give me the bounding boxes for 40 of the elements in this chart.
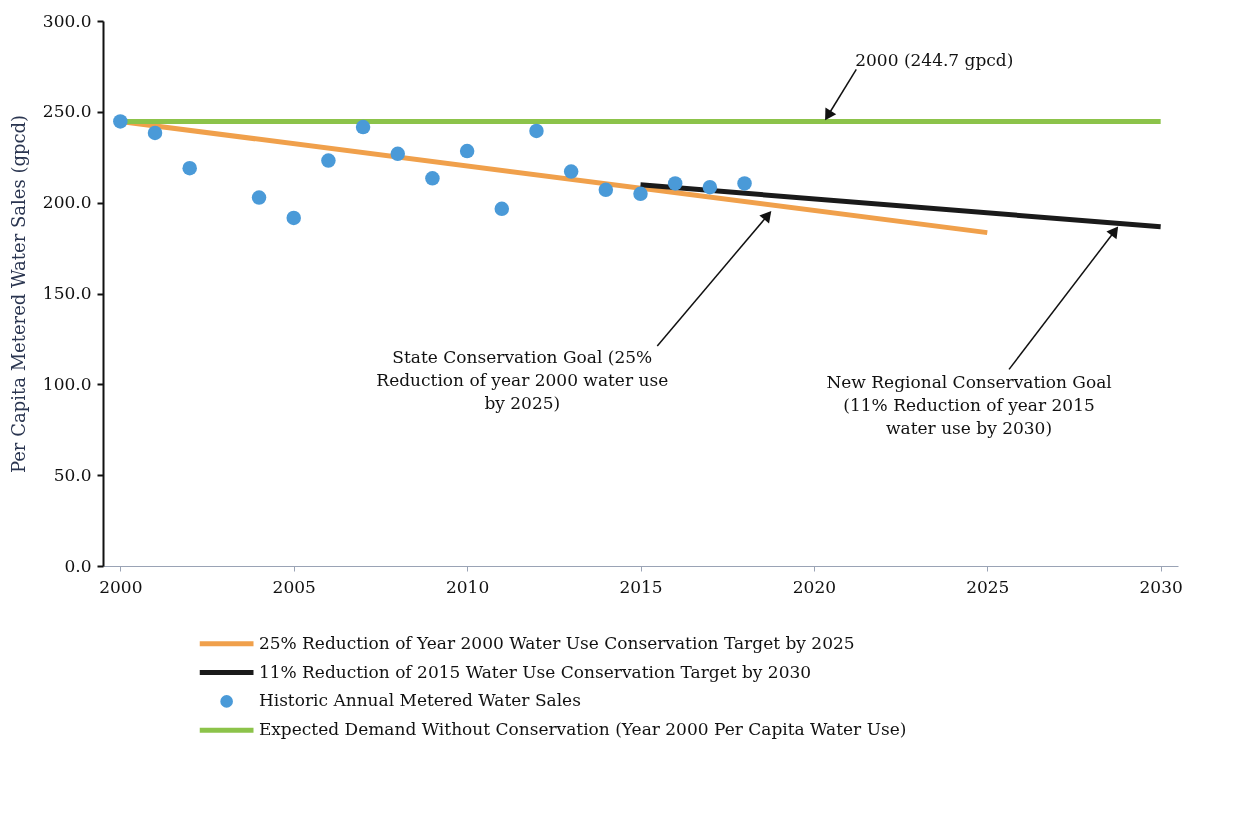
x-tick-label: 2015	[619, 576, 663, 597]
point	[702, 179, 718, 195]
legend-label: 25% Reduction of Year 2000 Water Use Conservation Target by 2025	[258, 632, 855, 653]
x-tick-label: 2010	[445, 576, 490, 597]
point	[355, 119, 371, 135]
x-tick-label: 2020	[792, 576, 837, 597]
point	[563, 164, 579, 179]
point	[251, 190, 267, 205]
point	[390, 146, 405, 162]
point	[321, 153, 336, 168]
y-tick-label: 0.0	[64, 555, 92, 576]
legend-label: 11% Reduction of 2015 Water Use Conservation Target by 2030	[258, 661, 812, 682]
y-tick-label: 100.0	[42, 373, 92, 394]
point	[633, 186, 648, 201]
point	[459, 143, 475, 159]
point	[425, 171, 440, 186]
y-tick-label: 250.0	[42, 101, 92, 122]
point	[147, 125, 163, 141]
point	[667, 176, 683, 191]
point	[529, 123, 544, 139]
point	[182, 160, 197, 176]
y-axis-title: Per Capita Metered Water Sales (gpcd)	[7, 114, 29, 474]
point	[737, 176, 752, 191]
annotation: State Conservation Goal (25% Reduction of year 2000 water use by 2025)	[376, 346, 669, 413]
legend-label: Historic Annual Metered Water Sales	[258, 690, 581, 711]
point	[598, 182, 614, 197]
x-tick-label: 2025	[966, 576, 1010, 597]
x-tick-label: 2000	[99, 576, 143, 597]
y-tick-label: 300.0	[42, 10, 92, 31]
point	[113, 114, 128, 129]
point	[494, 201, 510, 217]
y-tick-label: 50.0	[53, 464, 92, 485]
y-tick-label: 150.0	[42, 283, 92, 303]
legend-label: Expected Demand Without Conservation (Year 2000 Per Capita Water Use)	[258, 719, 907, 740]
y-tick-label: 200.0	[42, 192, 92, 213]
x-tick-label: 2005	[272, 576, 316, 597]
x-tick-label: 2030	[1139, 576, 1183, 597]
annotation: New Regional Conservation Goal (11% Reduction of year 2015 water use by 2030)	[826, 372, 1112, 439]
annotation: 2000 (244.7 gpcd)	[855, 50, 1014, 71]
point	[286, 210, 301, 226]
